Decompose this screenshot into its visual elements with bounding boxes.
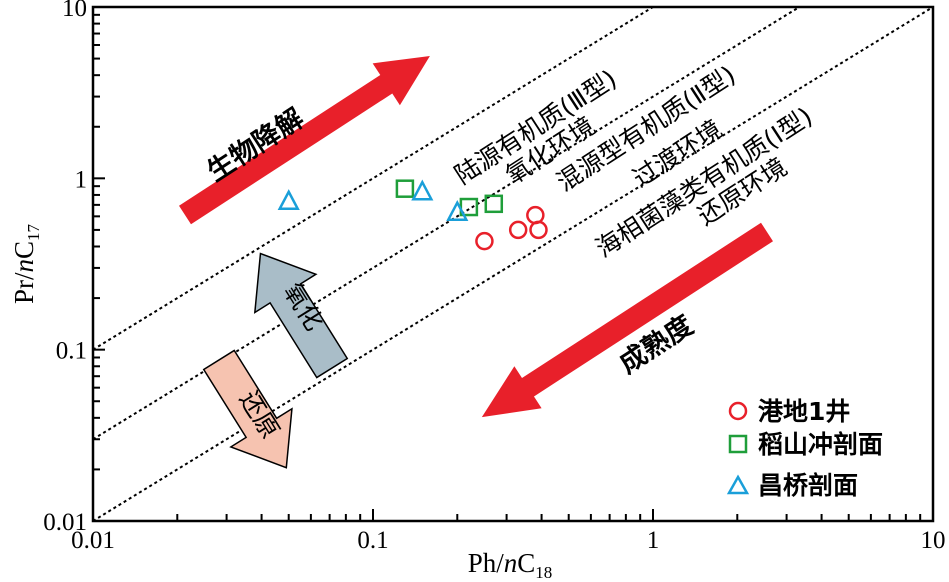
data-points [277, 179, 548, 251]
data-point-circle [508, 220, 528, 240]
y-tick-label: 1 [75, 166, 88, 193]
x-tick-label: 10 [921, 527, 946, 554]
data-point-circle [475, 231, 494, 251]
data-point-square [484, 194, 504, 214]
x-axis-title: Ph/nC18 [468, 548, 553, 582]
data-point-circle [526, 205, 545, 225]
maturity-arrow [481, 222, 773, 418]
plot-frame [91, 5, 935, 523]
legend: 港地1井 稻山冲剖面 昌桥剖面 [726, 397, 883, 500]
x-tick-label: 0.1 [357, 527, 388, 554]
legend-marker-square [728, 434, 748, 454]
data-point-circle [529, 220, 548, 240]
legend-marker-triangle [726, 474, 750, 495]
upper-boundary [93, 7, 655, 351]
x-tick-label: 0.01 [71, 527, 115, 554]
reduction-arrow [202, 349, 293, 469]
data-point-square [395, 179, 415, 198]
lower-boundary [93, 7, 933, 521]
data-point-triangle [277, 189, 300, 211]
data-point-triangle [446, 200, 469, 221]
axis-ticks: 0.01 0.1 1 10 0.01 0.1 1 10 [43, 0, 945, 554]
y-tick-label: 0.01 [43, 509, 87, 536]
legend-label-series-2: 昌桥剖面 [758, 471, 858, 500]
x-tick-label: 1 [647, 527, 660, 554]
legend-marker-circle [728, 401, 748, 421]
data-point-triangle [411, 179, 434, 201]
legend-label-series-1: 稻山冲剖面 [758, 430, 883, 459]
legend-label-series-0: 港地1井 [758, 397, 850, 426]
y-tick-label: 10 [62, 0, 87, 22]
oxidation-arrow [253, 252, 349, 379]
y-tick-label: 0.1 [56, 338, 87, 365]
biodegradation-arrow [179, 55, 430, 225]
y-axis-title: Pr/nC17 [9, 223, 43, 304]
